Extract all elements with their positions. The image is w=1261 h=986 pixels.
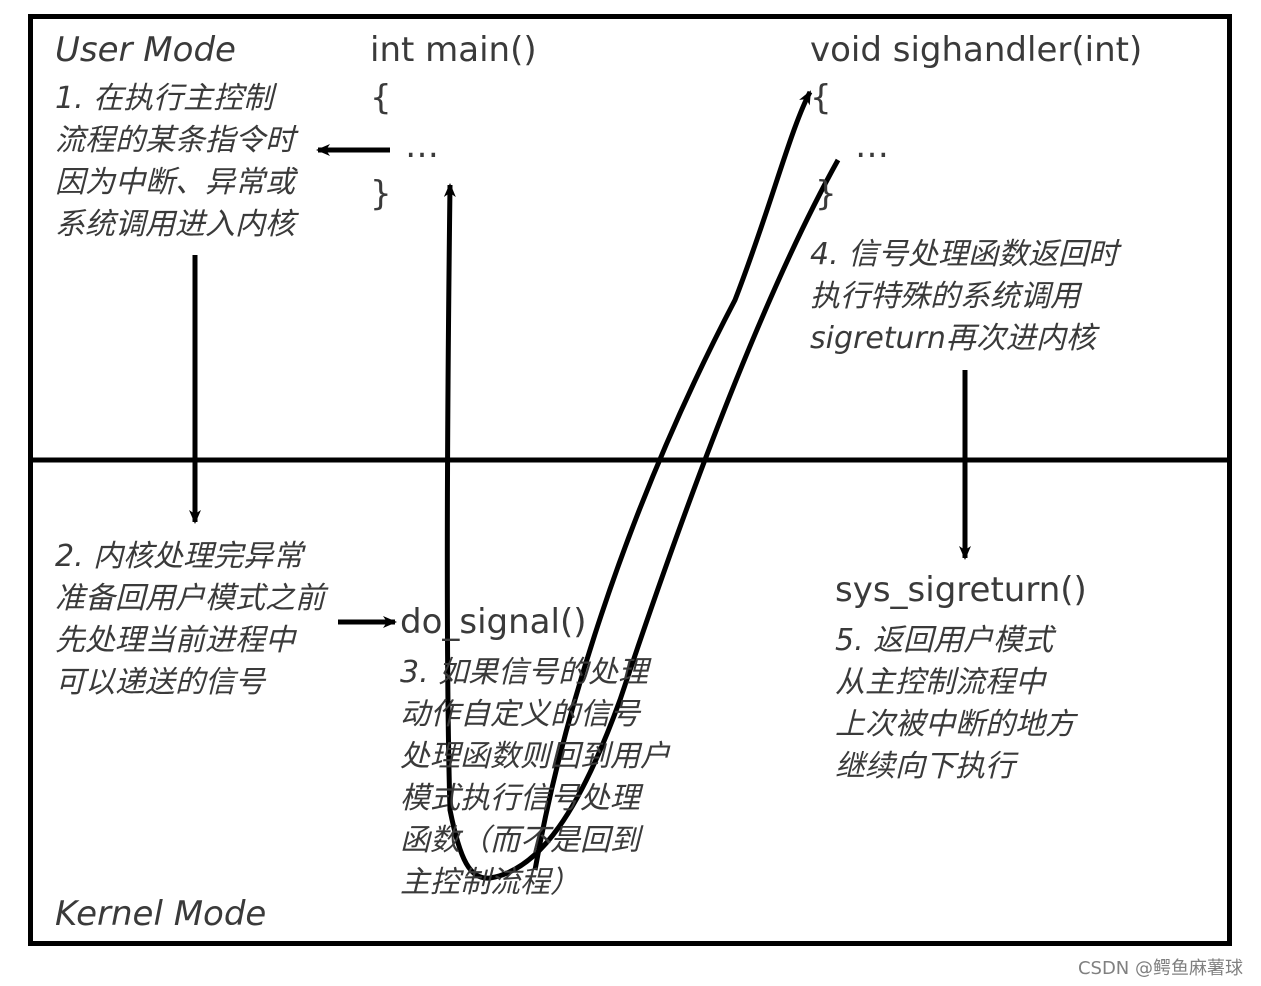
do-signal-label: do_signal() [400, 602, 587, 642]
step-2-text: 2. 内核处理完异常 准备回用户模式之前 先处理当前进程中 可以递送的信号 [55, 536, 325, 704]
sighandler-ellipsis: … [855, 126, 889, 166]
kernel-mode-label: Kernel Mode [55, 894, 266, 934]
sighandler-brace-open: { [810, 78, 832, 118]
main-ellipsis: … [405, 126, 439, 166]
sys-sigreturn-label: sys_sigreturn() [835, 570, 1087, 610]
main-brace-close: } [370, 174, 392, 214]
step-4-text: 4. 信号处理函数返回时 执行特殊的系统调用 sigreturn再次进内核 [810, 234, 1118, 360]
sighandler-signature: void sighandler(int) [810, 30, 1142, 70]
step-1-text: 1. 在执行主控制 流程的某条指令时 因为中断、异常或 系统调用进入内核 [55, 78, 295, 246]
main-signature: int main() [370, 30, 537, 70]
sighandler-brace-close: } [815, 174, 837, 214]
step-3-text: 3. 如果信号的处理 动作自定义的信号 处理函数则回到用户 模式执行信号处理 函… [400, 652, 670, 904]
main-brace-open: { [370, 78, 392, 118]
user-mode-label: User Mode [55, 30, 236, 70]
step-5-text: 5. 返回用户模式 从主控制流程中 上次被中断的地方 继续向下执行 [835, 620, 1075, 788]
watermark-text: CSDN @鳄鱼麻薯球 [1078, 954, 1243, 980]
